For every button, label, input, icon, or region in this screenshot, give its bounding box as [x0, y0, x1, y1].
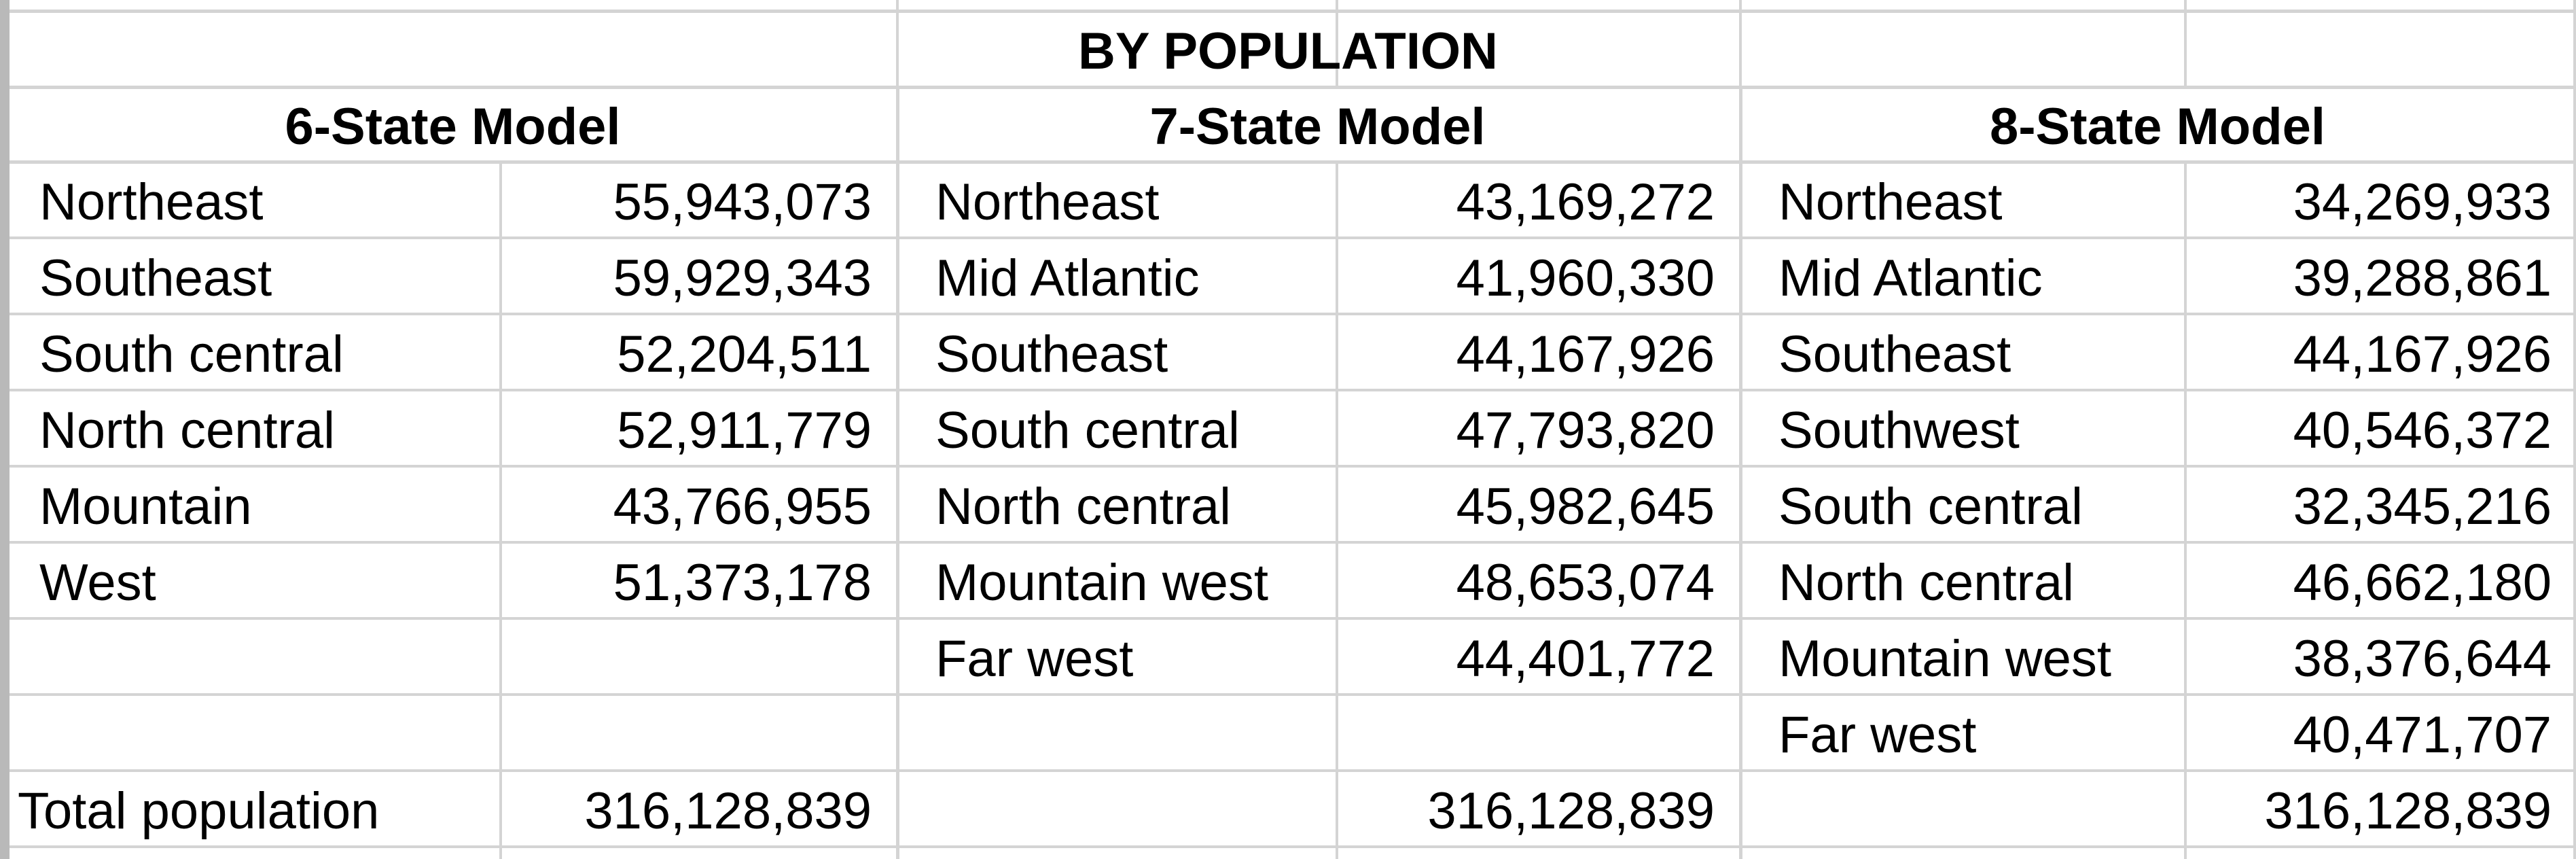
population-value: 32,345,216 [2293, 478, 2552, 536]
model-header: 6-State Model [285, 98, 621, 156]
population-value: 40,471,707 [2293, 706, 2552, 764]
gridline-horizontal [0, 236, 2576, 239]
region-name: Mid Atlantic [1778, 249, 2043, 307]
gridline-horizontal [0, 693, 2576, 696]
population-value: 46,662,180 [2293, 554, 2552, 612]
region-name: West [39, 554, 156, 612]
gridline-vertical [1739, 0, 1742, 86]
population-value: 40,546,372 [2293, 402, 2552, 459]
population-value: 59,929,343 [613, 249, 872, 307]
population-value: 52,911,779 [617, 402, 872, 459]
region-name: North central [935, 478, 1232, 536]
population-value: 47,793,820 [1456, 402, 1715, 459]
gridline-vertical [1739, 86, 1742, 859]
population-value: 34,269,933 [2293, 173, 2552, 231]
population-value: 55,943,073 [613, 173, 872, 231]
total-population-value: 316,128,839 [2264, 782, 2552, 840]
gridline-vertical [2573, 0, 2576, 859]
region-name: Northeast [935, 173, 1160, 231]
population-value: 44,167,926 [1456, 326, 1715, 383]
population-value: 52,204,511 [617, 326, 872, 383]
gridline-horizontal [0, 845, 2576, 848]
gridline-horizontal [0, 769, 2576, 772]
gridline-vertical [2184, 0, 2187, 86]
population-value: 41,960,330 [1456, 249, 1715, 307]
gridline-vertical [0, 0, 10, 859]
gridline-horizontal [0, 541, 2576, 544]
region-name: Mountain west [1778, 630, 2112, 688]
region-name: Mid Atlantic [935, 249, 1200, 307]
region-name: North central [1778, 554, 2075, 612]
gridline-vertical [896, 86, 899, 859]
region-name: Northeast [1778, 173, 2003, 231]
population-value: 51,373,178 [613, 554, 872, 612]
population-value: 44,401,772 [1456, 630, 1715, 688]
gridline-vertical [1336, 0, 1338, 86]
gridline-vertical [499, 160, 502, 859]
region-name: South central [935, 402, 1240, 459]
region-name: South central [1778, 478, 2083, 536]
population-value: 39,288,861 [2293, 249, 2552, 307]
population-value: 44,167,926 [2293, 326, 2552, 383]
model-header: 8-State Model [1989, 98, 2326, 156]
region-name: Southwest [1778, 402, 2020, 459]
gridline-vertical [896, 0, 899, 86]
gridline-horizontal [0, 617, 2576, 620]
gridline-horizontal [0, 389, 2576, 391]
model-header: 7-State Model [1149, 98, 1486, 156]
region-name: Southeast [1778, 326, 2011, 383]
region-name: Mountain west [935, 554, 1269, 612]
region-name: Mountain [39, 478, 252, 536]
gridline-horizontal [0, 313, 2576, 315]
region-name: Northeast [39, 173, 264, 231]
gridline-horizontal [0, 10, 2576, 13]
region-name: Southeast [935, 326, 1168, 383]
region-name: South central [39, 326, 344, 383]
table-title: BY POPULATION [1078, 22, 1498, 80]
gridline-vertical [2184, 160, 2187, 859]
population-value: 45,982,645 [1456, 478, 1715, 536]
region-name: Far west [935, 630, 1134, 688]
total-population-value: 316,128,839 [584, 782, 872, 840]
population-value: 43,766,955 [613, 478, 872, 536]
gridline-horizontal [0, 160, 2576, 164]
total-population-value: 316,128,839 [1427, 782, 1715, 840]
region-name: Far west [1778, 706, 1977, 764]
gridline-horizontal [0, 86, 2576, 89]
region-name: North central [39, 402, 336, 459]
population-value: 38,376,644 [2293, 630, 2552, 688]
population-value: 48,653,074 [1456, 554, 1715, 612]
gridline-vertical [1336, 160, 1338, 859]
gridline-horizontal [0, 465, 2576, 468]
total-population-label: Total population [18, 782, 380, 840]
population-value: 43,169,272 [1456, 173, 1715, 231]
region-name: Southeast [39, 249, 272, 307]
